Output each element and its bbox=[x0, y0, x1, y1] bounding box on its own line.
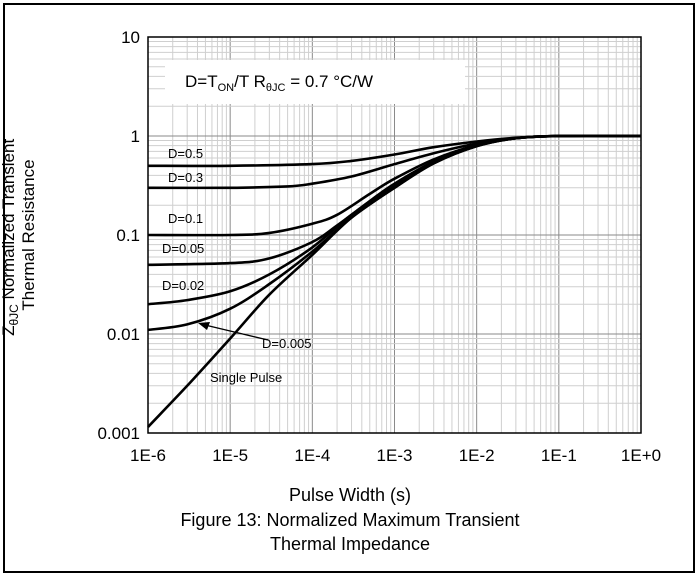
figure-frame bbox=[3, 3, 695, 573]
y-axis-label: ZθJC Normalized Transient Thermal Resist… bbox=[0, 134, 38, 336]
series-label: D=0.1 bbox=[168, 211, 203, 226]
figure-caption-line2: Thermal Impedance bbox=[269, 534, 431, 554]
series-label: Single Pulse bbox=[210, 370, 282, 385]
annotation-box bbox=[165, 60, 465, 104]
d0005-arrow bbox=[204, 324, 269, 341]
x-tick-label: 1E-2 bbox=[459, 446, 495, 465]
x-tick-label: 1E-3 bbox=[377, 446, 413, 465]
y-tick-label: 0.001 bbox=[97, 424, 140, 443]
x-tick-label: 1E-4 bbox=[294, 446, 330, 465]
chart-series bbox=[147, 134, 642, 428]
tick-labels: 1E-6 1E-5 1E-4 1E-3 1E-2 1E-1 1E+0 0.001 0.01 0.1… bbox=[97, 28, 661, 465]
series-label: D=0.02 bbox=[162, 278, 204, 293]
series-label: D=0.5 bbox=[168, 146, 203, 161]
series-line-single-pulse bbox=[147, 134, 642, 428]
series-labels: D=0.5 D=0.3 D=0.1 D=0.05 D=0.02 D=0.005 Single… bbox=[162, 146, 312, 385]
x-tick-label: 1E-6 bbox=[130, 446, 166, 465]
series-label: D=0.05 bbox=[162, 241, 204, 256]
figure-caption-line1: Figure 13: Normalized Maximum Transient bbox=[180, 510, 520, 530]
x-tick-label: 1E-5 bbox=[212, 446, 248, 465]
y-tick-label: 0.1 bbox=[116, 226, 140, 245]
duty-annotation: D=TON/T RθJC = 0.7 °C/W bbox=[185, 72, 373, 94]
x-axis-label: Pulse Width (s) bbox=[288, 485, 412, 505]
d0005-arrowhead bbox=[198, 322, 210, 330]
series-label: D=0.3 bbox=[168, 170, 203, 185]
transient-impedance-chart: 1E-6 1E-5 1E-4 1E-3 1E-2 1E-1 1E+0 0.001 0.01 0.1… bbox=[0, 28, 661, 465]
series-label: D=0.005 bbox=[262, 336, 312, 351]
y-tick-label: 0.01 bbox=[107, 325, 140, 344]
y-tick-label: 1 bbox=[131, 127, 140, 146]
x-tick-label: 1E+0 bbox=[621, 446, 661, 465]
x-tick-label: 1E-1 bbox=[541, 446, 577, 465]
y-tick-label: 10 bbox=[121, 28, 140, 47]
